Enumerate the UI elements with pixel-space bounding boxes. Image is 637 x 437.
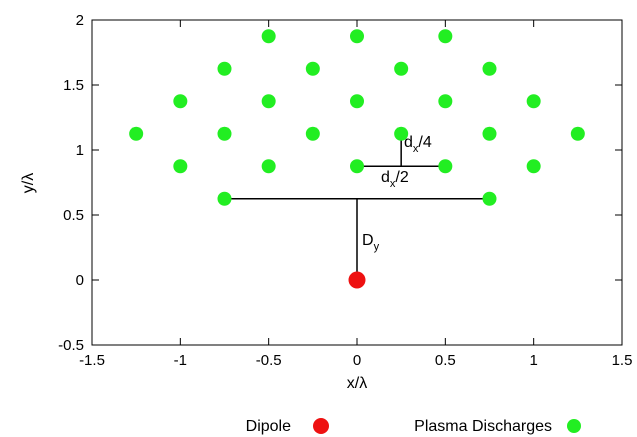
plasma-discharge-point [350, 29, 364, 44]
plasma-discharge-point [261, 94, 276, 109]
legend-label-dipole: Dipole [246, 418, 291, 435]
legend: Dipole Plasma Discharges [246, 418, 581, 435]
plasma-discharge-point [350, 159, 364, 174]
plasma-discharge-point [438, 94, 453, 109]
plasma-discharge-point [129, 126, 144, 141]
x-tick-label: -1 [174, 352, 187, 369]
y-tick-label: 1 [76, 142, 84, 159]
plasma-discharge-point [526, 94, 541, 109]
legend-marker-plasma-discharges [567, 419, 581, 433]
y-axis-label: y/λ [20, 173, 37, 193]
plasma-discharge-point [217, 126, 232, 141]
dx-quarter-label: dx/4 [404, 134, 432, 155]
x-axis-label: x/λ [347, 375, 367, 392]
y-tick-label: 0.5 [63, 207, 84, 224]
x-tick-label: 1.5 [612, 352, 633, 369]
plasma-discharge-point [261, 159, 276, 174]
dipole-point [348, 271, 366, 289]
x-tick-label: 0.5 [435, 352, 456, 369]
plasma-discharge-point [482, 61, 497, 76]
plasma-discharge-point [482, 191, 497, 206]
x-tick-label: -1.5 [79, 352, 105, 369]
plasma-discharge-point [173, 159, 188, 174]
dx-half-label: dx/2 [381, 169, 409, 190]
y-tick-label: 0 [76, 272, 84, 289]
plasma-discharge-point [482, 126, 497, 141]
dy-label: Dy [362, 232, 380, 253]
y-tick-label: -0.5 [58, 337, 84, 354]
plasma-discharge-point [526, 159, 541, 174]
plasma-discharge-point [438, 29, 453, 44]
plasma-discharge-point [261, 29, 276, 44]
plasma-discharge-point [570, 126, 585, 141]
data-points [129, 29, 585, 289]
plasma-discharge-point [217, 191, 232, 206]
x-tick-label: -0.5 [256, 352, 282, 369]
plasma-discharge-point [438, 159, 453, 174]
plasma-discharge-point [394, 126, 409, 141]
plot-frame [91, 19, 623, 346]
legend-marker-dipole [313, 418, 329, 434]
plasma-discharge-point [305, 61, 320, 76]
axes: -1.5 -1 -0.5 0 0.5 1 1.5 -0.5 0 0.5 1 1.5 2 [58, 12, 632, 369]
y-tick-label: 1.5 [63, 77, 84, 94]
plasma-discharge-point [217, 61, 232, 76]
x-tick-label: 1 [529, 352, 537, 369]
legend-label-plasma-discharges: Plasma Discharges [414, 418, 552, 435]
x-tick-label: 0 [353, 352, 361, 369]
plasma-discharge-point [350, 94, 364, 109]
annotation-lines [224, 133, 490, 280]
plasma-discharge-point [173, 94, 188, 109]
plasma-discharge-point [305, 126, 320, 141]
y-tick-label: 2 [76, 12, 84, 29]
plasma-discharge-point [394, 61, 409, 76]
